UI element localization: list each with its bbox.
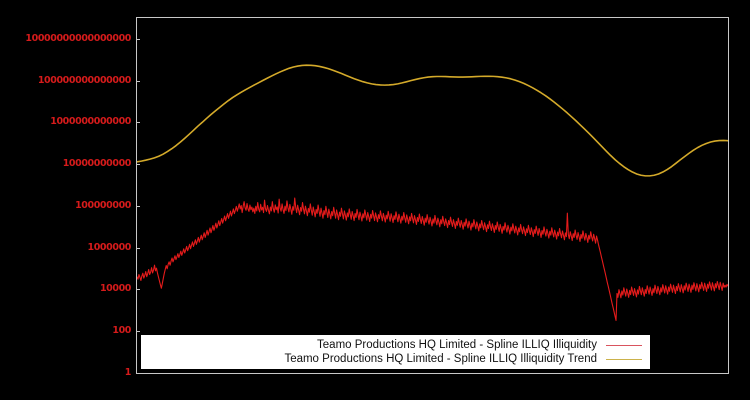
y-axis-tick-label: 100000000000000 [37,74,132,86]
y-axis-tick-label: 10000000000 [62,158,132,170]
chart-legend: Teamo Productions HQ Limited - Spline IL… [141,335,650,369]
legend-entry-series[interactable]: Teamo Productions HQ Limited - Spline IL… [145,338,646,352]
y-axis-tick-label: 100000000 [75,199,131,211]
legend-swatch-series [606,344,642,346]
y-axis-tick-mark [136,248,140,249]
legend-swatch-trend [606,358,642,360]
y-axis-tick-mark [136,39,140,40]
legend-entry-trend[interactable]: Teamo Productions HQ Limited - Spline IL… [145,352,646,366]
legend-label-series: Teamo Productions HQ Limited - Spline IL… [317,339,597,351]
y-axis-tick-mark [136,373,140,374]
y-axis-tick-label: 1000000 [87,241,132,253]
plot-area [136,17,729,374]
illiquidity-line [137,197,728,321]
trend-line [137,64,728,177]
y-axis-tick-labels: 10000000000000000 100000000000000 10000000… [0,0,131,400]
y-axis-tick-mark [136,289,140,290]
y-axis-tick-mark [136,122,140,123]
y-axis-tick-label: 10000 [99,283,131,295]
y-axis-tick-label: 100 [112,325,131,337]
legend-label-trend: Teamo Productions HQ Limited - Spline IL… [284,353,597,365]
plot-svg [137,64,728,321]
y-axis-tick-mark [136,331,140,332]
y-axis-tick-mark [136,206,140,207]
y-axis-tick-label: 1000000000000 [50,116,131,128]
y-axis-tick-label: 1 [124,367,132,378]
y-axis-tick-label: 10000000000000000 [25,32,131,44]
y-axis-tick-mark [136,164,140,165]
y-axis-tick-mark [136,81,140,82]
